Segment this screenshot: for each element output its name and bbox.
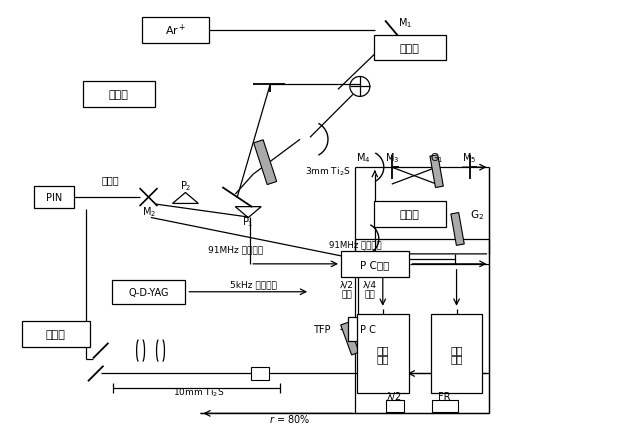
Text: λ/2: λ/2 bbox=[387, 391, 403, 401]
Bar bbox=[83, 82, 154, 108]
Bar bbox=[22, 321, 90, 347]
Text: G$_1$: G$_1$ bbox=[430, 151, 443, 165]
Text: 91MHz 触发信号: 91MHz 触发信号 bbox=[208, 245, 263, 254]
Text: 电压: 电压 bbox=[342, 289, 352, 299]
Text: PIN: PIN bbox=[46, 193, 62, 203]
Text: Ar$^+$: Ar$^+$ bbox=[164, 23, 186, 38]
Text: 电压: 电压 bbox=[364, 289, 375, 299]
Bar bbox=[374, 36, 446, 61]
Text: 超连: 超连 bbox=[450, 353, 463, 363]
Text: 测量: 测量 bbox=[377, 353, 389, 363]
Text: 10mm Ti$_2$S: 10mm Ti$_2$S bbox=[173, 385, 224, 398]
Bar bbox=[251, 367, 269, 381]
Text: P$_1$: P$_1$ bbox=[243, 214, 254, 228]
Text: 3mm Ti$_2$S: 3mm Ti$_2$S bbox=[305, 165, 351, 178]
Bar bbox=[142, 18, 210, 43]
Text: λ/2: λ/2 bbox=[340, 279, 354, 289]
Bar bbox=[374, 201, 446, 227]
Text: P$_2$: P$_2$ bbox=[180, 179, 191, 193]
Bar bbox=[34, 187, 74, 209]
Text: 压缩器: 压缩器 bbox=[400, 210, 420, 220]
Text: 展宽器: 展宽器 bbox=[400, 43, 420, 53]
Text: Q-D-YAG: Q-D-YAG bbox=[128, 287, 169, 297]
Text: 石英片: 石英片 bbox=[102, 175, 119, 185]
Bar bbox=[386, 401, 404, 412]
Bar bbox=[341, 251, 409, 277]
Text: 系统: 系统 bbox=[377, 344, 389, 354]
Text: M$_4$: M$_4$ bbox=[356, 151, 370, 165]
Polygon shape bbox=[341, 322, 359, 355]
Text: $r$ = 80%: $r$ = 80% bbox=[269, 412, 311, 424]
Text: P C电源: P C电源 bbox=[360, 259, 389, 269]
Text: 放大器: 放大器 bbox=[46, 329, 66, 339]
Text: TFP: TFP bbox=[313, 324, 331, 334]
Text: 振荡器: 振荡器 bbox=[109, 90, 128, 100]
Text: FR: FR bbox=[438, 391, 451, 401]
Text: M$_5$: M$_5$ bbox=[462, 151, 477, 165]
Bar bbox=[112, 280, 185, 304]
Bar bbox=[357, 314, 409, 394]
Bar bbox=[348, 317, 388, 341]
Bar bbox=[432, 401, 458, 412]
Text: M$_1$: M$_1$ bbox=[398, 16, 411, 30]
Text: P C: P C bbox=[360, 324, 376, 334]
Text: 91MHz 触发信号: 91MHz 触发信号 bbox=[328, 240, 381, 249]
Bar bbox=[431, 314, 483, 394]
Text: G$_2$: G$_2$ bbox=[469, 207, 483, 221]
Text: M$_2$: M$_2$ bbox=[142, 205, 156, 218]
Polygon shape bbox=[253, 141, 277, 185]
Text: 5kHz 同步信号: 5kHz 同步信号 bbox=[230, 279, 277, 289]
Polygon shape bbox=[451, 213, 464, 246]
Text: λ/4: λ/4 bbox=[363, 279, 377, 289]
Polygon shape bbox=[430, 155, 443, 188]
Text: M$_3$: M$_3$ bbox=[385, 151, 399, 165]
Text: 续谱: 续谱 bbox=[450, 344, 463, 354]
